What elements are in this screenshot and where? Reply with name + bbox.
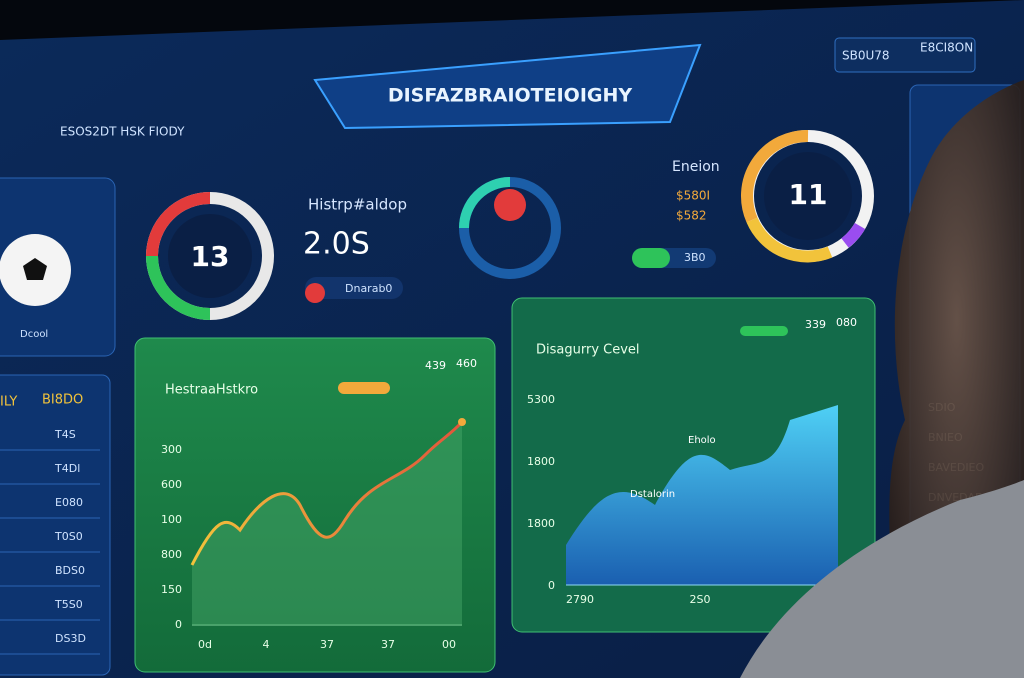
stat-line: $582: [676, 209, 707, 223]
legend: 339: [805, 318, 826, 331]
annotation: Eholo: [688, 435, 716, 446]
gauge-center: [168, 214, 252, 298]
list-row: DS3D: [55, 632, 86, 645]
point: [458, 418, 466, 426]
pill-fill: [632, 248, 670, 268]
side-list-panel: [0, 374, 111, 676]
list-row: T5S0: [54, 598, 83, 611]
top-right-text: SB0U78: [842, 49, 890, 63]
y-tick-label: 150: [161, 583, 182, 596]
ball-patch: [23, 258, 47, 280]
line: [190, 420, 464, 566]
legend: 460: [456, 357, 477, 370]
top-right-box: [834, 37, 976, 73]
y-tick-label: 800: [161, 548, 182, 561]
chart-panel: [134, 337, 496, 673]
stat-line: $580I: [676, 189, 710, 203]
small-gauge-arc: [459, 177, 511, 229]
gauge-arc: [146, 255, 211, 320]
stat-label: Histrp#aldop: [308, 196, 407, 214]
x-tick-label: 0d: [198, 638, 212, 651]
chart-title: Disagurry Cevel: [536, 343, 640, 358]
stat-label: Eneion: [672, 159, 720, 175]
area: [192, 422, 462, 625]
stat-value: 2.0S: [303, 227, 370, 262]
legend-chip: [338, 382, 390, 394]
gauge-arc: [740, 129, 809, 223]
x-tick-label: 2S0: [690, 593, 711, 606]
person-shoulder: [740, 480, 1024, 678]
gauge-value: 11: [789, 178, 828, 211]
chart-title: HestraaHstkro: [165, 383, 258, 398]
list-row: T0S0: [54, 530, 83, 543]
gauge-value: 13: [191, 240, 230, 273]
badge-text: Dnarab0: [345, 282, 392, 295]
area: [566, 405, 838, 585]
icon: [494, 189, 526, 221]
list-row: BDS0: [55, 564, 85, 577]
y-tick-label: 100: [161, 513, 182, 526]
y-tick-label: 0: [548, 579, 555, 592]
y-tick-label: 1800: [527, 455, 555, 468]
gauge-arc: [841, 222, 866, 248]
badge-dot: [305, 283, 325, 303]
list-row: E080: [55, 496, 83, 509]
top-left-text: ESOS2DT HSK FIODY: [60, 125, 185, 139]
header-title: DISFAZBRAIOTEIOIGHY: [388, 85, 633, 107]
y-tick-label: 1800: [527, 517, 555, 530]
x-tick-label: 4: [263, 638, 270, 651]
x-tick-label: 37: [381, 638, 395, 651]
x-tick-label: 00: [442, 638, 456, 651]
y-tick-label: 5300: [527, 393, 555, 406]
list-row: T4Dl: [54, 462, 80, 475]
header-bar: [313, 43, 702, 130]
list-header: ILY: [0, 395, 17, 410]
x-tick-label: 37: [320, 638, 334, 651]
top-right-text: E8CI8ON: [920, 41, 973, 55]
panel-label: Dcool: [20, 329, 48, 340]
legend-chip: [740, 326, 788, 336]
gauge-center: [764, 152, 852, 240]
gauge-arc: [146, 192, 211, 257]
legend: 439: [425, 359, 446, 372]
annotation: Dstalorin: [630, 489, 675, 500]
y-tick-label: 300: [161, 443, 182, 456]
list-header: BI8DO: [42, 393, 83, 408]
legend: 080: [836, 316, 857, 329]
y-tick-label: 600: [161, 478, 182, 491]
side-list-rows: T4S T4Dl E080 T0S0 BDS0 T5S0 DS3D: [0, 428, 100, 655]
x-tick-label: 2790: [566, 593, 594, 606]
pill-text: 3B0: [684, 251, 706, 264]
badge: [305, 277, 403, 299]
list-row: T4S: [54, 428, 76, 441]
y-tick-label: 0: [175, 618, 182, 631]
axis-labels: 530018001800027902S0S00: [527, 393, 830, 606]
gauge-arc: [746, 217, 833, 263]
